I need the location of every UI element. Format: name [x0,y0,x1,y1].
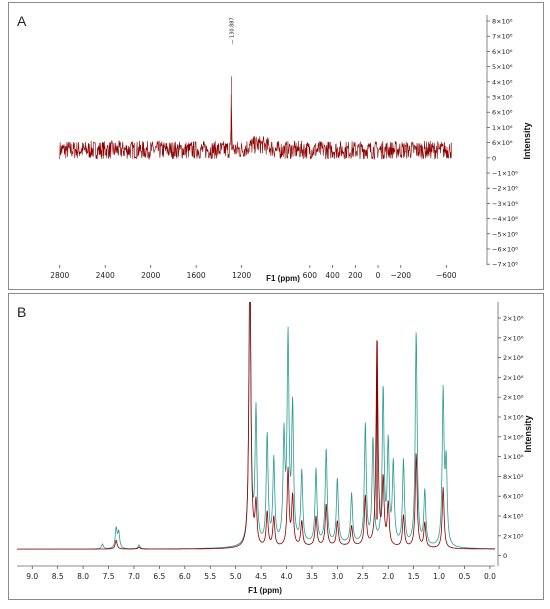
x-tick-label: 7.5 [103,572,115,581]
x-tick-label: −600 [436,271,457,280]
y-tick-label: 8×10⁵ [503,473,524,481]
y-tick-label: −5×10⁶ [492,230,518,238]
x-tick-label: 200 [348,271,363,280]
x-tick-label: 1600 [187,271,206,280]
panel-letter: B [17,304,27,320]
y-tick-label: 0 [492,154,496,162]
x-tick-label: 1.0 [433,572,445,581]
y-tick-label: 6×10⁶ [492,48,513,56]
x-tick-label: 400 [325,271,340,280]
x-tick-label: 8.0 [77,572,89,581]
y-tick-label: 0 [503,552,507,560]
chart-panel-a: A — 130.887 2800 2400 2000 1600 1200 600 400 200… [8,2,544,290]
y-tick-label: −1×10⁶ [492,170,518,178]
x-tick-label: 2.5 [357,572,369,581]
x-tick-label: 6.5 [153,572,165,581]
y-tick-label: −2×10⁶ [492,185,518,193]
chart-panel-b: B 9.0 8.5 8.0 7.5 7.0 6.5 6.0 5.5 5.0 4.5 4.0 3.5 3.… [8,293,544,600]
x-axis-title: F1 (ppm) [266,274,300,283]
y-tick-label: 8×10⁶ [492,18,513,26]
y-tick-label: 6×10⁶ [492,139,513,147]
x-tick-label: 2400 [96,271,115,280]
chart-b-plot: 9.0 8.5 8.0 7.5 7.0 6.5 6.0 5.5 5.0 4.5 4.0 3.5 3.0 2… [17,302,533,595]
x-tick-label: 4.0 [281,572,293,581]
y-axis-title: Intensity [522,122,532,159]
y-tick-label: 6×10⁵ [503,493,524,501]
y-tick-label: 2×10⁶ [503,374,524,382]
x-tick-label: 2800 [50,271,69,280]
y-tick-label: 6×10⁶ [492,109,513,117]
x-tick-label: 1200 [232,271,251,280]
panel-letter: A [17,13,27,29]
peak-label: — 130.887 [229,17,235,44]
x-tick-label: 9.0 [26,572,38,581]
x-tick-label: 0.5 [459,572,471,581]
y-tick-label: 2×10⁶ [503,334,524,342]
y-tick-label: −4×10⁶ [492,215,518,223]
x-tick-label: 0.0 [484,572,496,581]
y-tick-label: 1×10⁶ [492,124,513,132]
x-tick-label: 8.5 [52,572,64,581]
x-tick-label: 6.0 [179,572,191,581]
x-tick-label: 2000 [141,271,160,280]
x-tick-label: 600 [303,271,318,280]
x-tick-label: 5.0 [230,572,242,581]
y-tick-label: 7×10⁶ [492,33,513,41]
x-tick-label: 3.5 [306,572,318,581]
y-tick-label: 2×10⁵ [503,532,524,540]
x-tick-label: 3.0 [331,572,343,581]
x-axis-title: F1 (ppm) [248,586,282,595]
y-axis-title: Intensity [523,415,533,452]
x-tick-label: 2.0 [382,572,394,581]
y-tick-label: 3×10⁶ [492,94,513,102]
y-tick-label: 2×10⁶ [503,315,524,323]
y-tick-label: −3×10⁶ [492,200,518,208]
x-tick-label: 4.5 [255,572,267,581]
y-tick-label: 4×10⁵ [503,513,524,521]
plot-area [17,302,495,550]
y-tick-label: 2×10⁶ [503,354,524,362]
y-tick-label: −7×10⁶ [492,261,518,269]
x-tick-label: 0 [376,271,381,280]
y-tick-label: −6×10⁶ [492,246,518,254]
y-tick-label: 1×10⁶ [503,453,524,461]
x-tick-label: −200 [390,271,411,280]
y-tick-label: 5×10⁶ [492,63,513,71]
spectrum-series-a [59,76,453,161]
y-tick-label: 1×10⁶ [503,433,524,441]
x-tick-label: 1.5 [408,572,420,581]
y-tick-label: 2×10⁶ [503,394,524,402]
x-tick-label: 5.5 [204,572,216,581]
y-tick-label: 4×10⁶ [492,78,513,86]
spectrum-series-b-2 [17,302,495,550]
y-tick-label: 1×10⁶ [503,414,524,422]
spectrum-series-b-1 [17,302,495,550]
x-tick-label: 7.0 [128,572,140,581]
